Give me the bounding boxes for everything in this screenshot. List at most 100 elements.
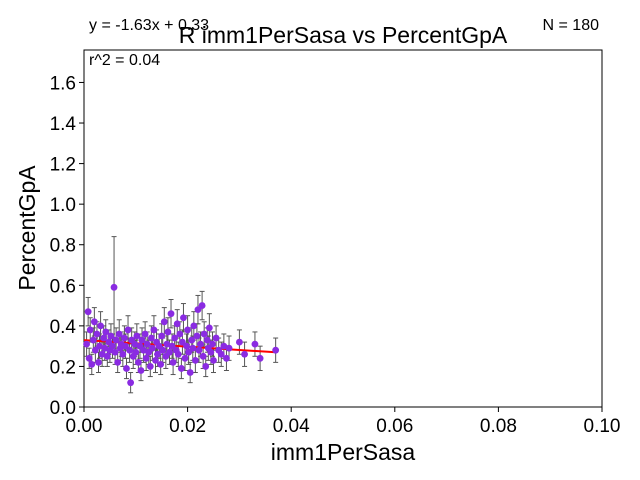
data-point [154,350,161,358]
data-point [132,348,140,356]
data-point [217,350,225,358]
data-point [180,314,187,322]
data-point [142,354,150,362]
data-point [140,346,147,354]
data-point [223,354,230,362]
data-point [188,336,196,344]
data-point [220,342,228,350]
x-tick-label: 0.04 [273,416,310,437]
data-point [171,334,179,342]
data-point [98,350,106,358]
data-point [131,340,139,348]
data-point [84,308,92,316]
data-point [123,365,130,372]
data-point [173,320,181,328]
data-point [241,350,248,358]
data-point [101,344,109,352]
data-point [146,363,154,370]
x-tick-label: 0.10 [584,416,621,437]
data-point [134,358,142,366]
data-point [200,330,208,338]
data-point [88,361,96,368]
data-point [174,350,182,358]
x-axis-ticks: 0.00 0.02 0.04 0.06 0.08 0.10 [66,407,621,437]
y-tick-label: 0.6 [50,276,76,297]
data-point [210,356,217,364]
data-point [115,330,123,338]
data-point [121,334,128,342]
r-squared-label: r^2 = 0.04 [89,52,160,69]
data-point [143,340,151,348]
y-axis-label: PercentGpA [14,165,40,291]
data-point [167,310,175,318]
data-point [225,344,233,352]
data-point [212,334,220,342]
data-point [109,342,116,350]
plot-area [83,49,603,408]
data-point [110,283,118,291]
data-point [112,336,120,344]
data-point [152,356,159,364]
x-tick-label: 0.06 [376,416,413,437]
data-point [100,334,108,342]
data-point [183,342,190,350]
data-point [83,340,90,348]
data-point [119,350,127,358]
data-point [184,326,192,334]
data-point [186,369,194,376]
data-point [190,322,198,330]
data-point [202,363,210,370]
data-point [189,344,197,352]
data-point [97,322,104,330]
data-points [83,283,280,387]
data-point [195,346,203,354]
data-point [89,336,97,344]
data-point [205,324,213,332]
data-point [107,332,115,340]
data-point [177,365,185,372]
data-point [159,346,167,354]
data-point [207,348,215,356]
data-point [137,367,145,374]
data-point [95,358,102,366]
data-point [199,352,207,360]
y-tick-label: 1.4 [50,114,77,135]
data-point [138,336,146,344]
data-point [93,330,101,338]
data-point [103,352,111,360]
data-point [169,358,177,366]
data-point [124,326,132,334]
data-point [236,338,243,346]
y-tick-label: 0.8 [50,236,76,257]
data-point [96,342,103,350]
data-point [85,354,93,362]
data-point [126,346,133,354]
x-tick-label: 0.08 [480,416,517,437]
data-point [148,344,156,352]
data-point [150,326,158,334]
data-point [111,348,119,356]
y-axis-ticks: 0.0 0.2 0.4 0.6 0.8 1.0 1.2 1.4 1.6 [50,73,84,419]
data-point [256,354,264,362]
data-point [203,336,211,344]
x-tick-label: 0.00 [66,416,103,437]
data-point [158,332,166,340]
chart-title: R imm1PerSasa vs PercentGpA [179,22,508,48]
sample-count-label: N = 180 [543,17,600,34]
y-tick-label: 1.0 [50,195,76,216]
y-tick-label: 1.2 [50,155,76,176]
data-point [147,334,155,342]
data-point [197,340,204,348]
y-tick-label: 1.6 [50,73,76,94]
y-tick-label: 0.2 [50,357,76,378]
data-point [251,340,259,348]
data-point [181,354,189,362]
x-tick-label: 0.02 [169,416,206,437]
data-point [209,340,216,348]
data-point [157,361,165,368]
data-point [193,332,201,340]
data-point [191,356,199,364]
data-point [272,346,280,354]
data-point [127,379,135,387]
